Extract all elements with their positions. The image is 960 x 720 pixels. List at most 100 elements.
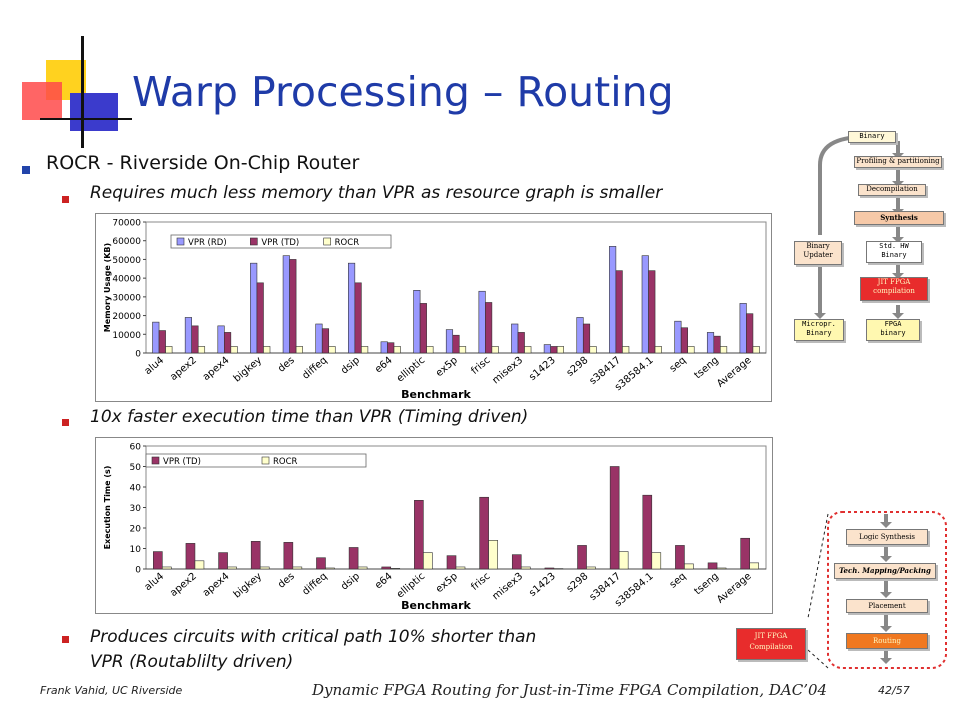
bar-rocr-diffeq <box>325 567 335 570</box>
warp-flow-diagram: Binary Profiling & partitioning Decompil… <box>780 125 955 355</box>
subflow-placement: Placement <box>846 599 928 613</box>
bar-vpr-td-tseng <box>713 335 721 354</box>
bar-rocr-s38584.1 <box>654 346 662 354</box>
y-tick-label: 60000 <box>112 237 141 247</box>
y-tick-label: 20 <box>130 525 142 535</box>
x-tick-label: apex4 <box>201 355 232 383</box>
x-tick-label: s298 <box>565 355 591 379</box>
x-tick-label: e64 <box>373 355 395 376</box>
x-tick-label: Average <box>715 355 754 390</box>
bar-vpr-rd-s1423 <box>543 344 551 354</box>
bar-vpr-td-apex4 <box>224 332 232 354</box>
bullet-memory: Requires much less memory than VPR as re… <box>90 183 663 203</box>
bar-vpr-rd-Average <box>739 303 747 354</box>
flow-synthesis: Synthesis <box>854 211 944 225</box>
bar-vpr-td-s298 <box>582 323 591 354</box>
x-tick-label: bigkey <box>232 355 264 385</box>
x-tick-label: diffeq <box>300 355 329 382</box>
micropr-line2: Binary <box>806 329 832 337</box>
bar-rocr-dsip <box>357 566 368 570</box>
x-tick-label: seq <box>668 571 689 591</box>
x-tick-label: ex5p <box>434 571 460 595</box>
bar-vpr-td-bigkey <box>256 282 264 354</box>
bullet-marker <box>62 419 69 426</box>
bar-rocr-s298 <box>589 346 597 354</box>
legend-swatch <box>176 237 185 246</box>
bar-vpr-rd-alu4 <box>152 321 160 354</box>
bar-rocr-elliptic <box>423 552 433 570</box>
bar-vpr-td-seq <box>680 327 688 354</box>
y-tick-label: 50 <box>130 463 142 473</box>
bar-rocr-Average <box>749 562 759 570</box>
x-tick-label: tseng <box>692 571 720 597</box>
bullet-critical-path-2: VPR (Routablilty driven) <box>90 652 294 672</box>
bar-vpr-td-s38417 <box>609 466 620 570</box>
memory-chart-svg: 0 10000 20000 30000 40000 50000 60000 70000 alu4… <box>103 219 767 401</box>
std-hw-line1: Std. HW <box>879 242 909 250</box>
legend-swatch <box>250 237 258 246</box>
x-tick-label: alu4 <box>143 355 167 377</box>
bar-vpr-rd-ex5p <box>445 329 454 354</box>
bar-vpr-rd-s38417 <box>609 246 617 354</box>
bullet-exec-time: 10x faster execution time than VPR (Timi… <box>90 407 529 427</box>
x-tick-label: bigkey <box>232 571 264 601</box>
bar-vpr-rd-dsip <box>348 262 356 354</box>
bar-vpr-td-s1423 <box>550 346 558 354</box>
x-tick-label: frisc <box>469 571 492 593</box>
bar-rocr-apex4 <box>230 346 238 354</box>
bar-vpr-td-frisc <box>485 302 493 354</box>
bar-vpr-td-seq <box>675 545 685 570</box>
bar-vpr-td-e64 <box>381 566 392 570</box>
bar-rocr-ex5p <box>458 346 467 354</box>
subflow-routing: Routing <box>846 633 928 649</box>
legend-swatch <box>261 456 270 465</box>
legend-swatch <box>151 456 160 465</box>
bar-vpr-rd-frisc <box>478 290 486 354</box>
flow-decompilation: Decompilation <box>858 184 926 196</box>
x-tick-label: elliptic <box>395 571 427 601</box>
subflow-jit-line1: JIT FPGA <box>754 632 788 640</box>
bar-vpr-td-des <box>289 259 297 354</box>
x-tick-label: s298 <box>565 571 591 595</box>
bar-vpr-rd-s298 <box>576 317 584 354</box>
flow-fpga-binary: FPGA binary <box>866 319 920 341</box>
bar-vpr-td-s38417 <box>615 270 623 354</box>
bar-vpr-td-misex3 <box>511 554 522 570</box>
bar-rocr-apex2 <box>194 560 205 570</box>
bullet-critical-path-1: Produces circuits with critical path 10%… <box>90 627 537 647</box>
x-tick-label: apex2 <box>168 355 199 383</box>
x-tick-label: tseng <box>692 355 720 381</box>
bar-rocr-des <box>295 346 303 354</box>
x-tick-label: seq <box>668 355 689 375</box>
bar-vpr-rd-diffeq <box>315 323 323 354</box>
bar-vpr-td-s38584.1 <box>642 494 653 570</box>
y-tick-label: 0 <box>135 566 141 576</box>
bar-rocr-s38417 <box>622 346 630 354</box>
footer-title: Dynamic FPGA Routing for Just-in-Time FP… <box>312 681 828 699</box>
y-tick-label: 30000 <box>112 293 141 303</box>
exectime-chart: 0 10 20 30 40 50 60 alu4 apex2 apex4 bigkey des diff… <box>95 437 773 614</box>
bar-rocr-s1423 <box>556 346 564 354</box>
bar-vpr-rd-e64 <box>380 341 388 354</box>
bar-rocr-bigkey <box>259 566 270 570</box>
bar-rocr-tseng <box>716 567 727 570</box>
jit-line1: JIT FPGA <box>877 278 911 286</box>
bar-rocr-tseng <box>720 346 728 354</box>
bar-vpr-td-ex5p <box>446 555 457 570</box>
footer-author: Frank Vahid, UC Riverside <box>40 684 183 697</box>
bar-vpr-rd-s38584.1 <box>641 255 649 354</box>
bar-vpr-td-s298 <box>577 545 587 570</box>
bar-rocr-e64 <box>393 346 401 354</box>
bar-vpr-rd-misex3 <box>511 323 519 354</box>
bar-vpr-td-apex2 <box>191 325 199 354</box>
micropr-line1: Micropr. <box>802 320 836 328</box>
bar-vpr-rd-apex2 <box>184 317 192 354</box>
legend-label: VPR (TD) <box>261 238 299 248</box>
legend-label: VPR (TD) <box>163 457 201 467</box>
bar-vpr-td-ex5p <box>452 334 460 354</box>
bar-vpr-td-elliptic <box>414 500 424 570</box>
bar-rocr-alu4 <box>165 346 173 354</box>
x-axis-label: Benchmark <box>401 388 471 401</box>
bar-vpr-td-apex4 <box>218 552 228 570</box>
x-tick-label: des <box>276 355 297 375</box>
